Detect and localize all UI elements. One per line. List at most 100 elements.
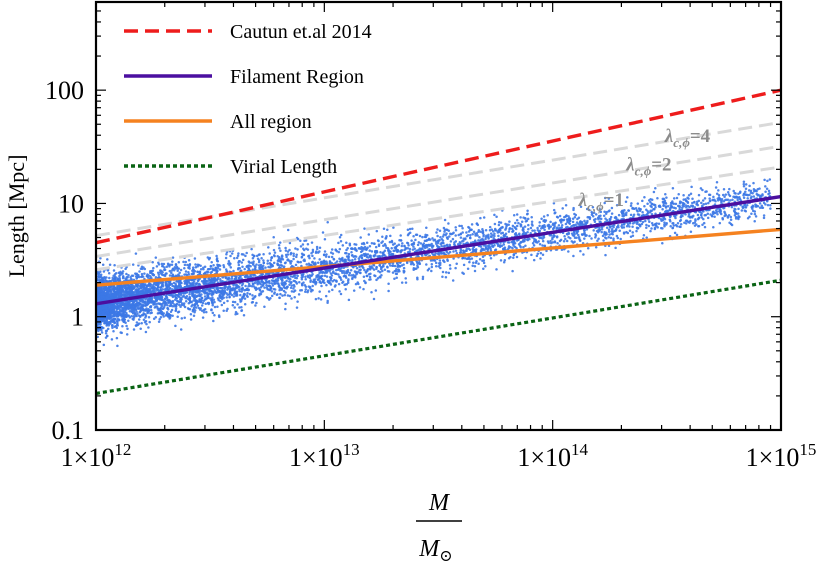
scatter-point (745, 203, 749, 207)
scatter-point (452, 231, 455, 235)
scatter-point (106, 327, 110, 331)
scatter-point (603, 201, 606, 205)
scatter-point (292, 287, 295, 290)
scatter-point (146, 300, 149, 304)
scatter-point (669, 201, 673, 205)
scatter-point (157, 281, 160, 285)
scatter-point (311, 248, 315, 252)
scatter-point (363, 227, 366, 230)
scatter-point (454, 234, 457, 237)
scatter-point (454, 249, 458, 253)
scatter-point (444, 233, 447, 237)
scatter-point (358, 265, 361, 268)
scatter-point (624, 200, 628, 204)
scatter-point (178, 303, 181, 307)
scatter-point (311, 254, 314, 258)
scatter-point (227, 259, 231, 263)
scatter-point (286, 228, 290, 232)
scatter-point (236, 303, 239, 306)
scatter-point (192, 299, 195, 302)
scatter-point (393, 264, 397, 268)
scatter-point (248, 261, 251, 264)
scatter-point (215, 259, 219, 263)
scatter-point (327, 290, 331, 293)
scatter-point (718, 221, 722, 225)
scatter-point (329, 283, 333, 286)
scatter-point (592, 229, 595, 232)
scatter-point (493, 222, 497, 226)
scatter-point (164, 272, 168, 275)
scatter-point (504, 228, 507, 231)
scatter-point (478, 258, 482, 261)
scatter-point (165, 265, 169, 269)
scatter-point (323, 250, 327, 253)
scatter-point (501, 231, 505, 235)
scatter-point (315, 247, 319, 251)
scatter-point (294, 263, 298, 267)
scatter-point (196, 270, 199, 274)
scatter-point (600, 228, 604, 231)
scatter-point (571, 217, 575, 220)
scatter-point (513, 245, 517, 249)
scatter-point (174, 324, 177, 328)
scatter-point (700, 201, 703, 205)
scatter-point (329, 272, 333, 275)
scatter-point (765, 187, 769, 190)
scatter-point (341, 244, 345, 247)
scatter-point (179, 328, 183, 331)
scatter-point (184, 299, 188, 303)
scatter-point (661, 242, 664, 245)
scatter-point (158, 318, 161, 321)
scatter-point (649, 229, 652, 233)
scatter-point (448, 264, 452, 267)
scatter-point (199, 264, 202, 267)
scatter-point (654, 187, 657, 190)
scatter-point (324, 255, 328, 258)
scatter-point (548, 225, 551, 229)
scatter-point (278, 246, 281, 250)
scatter-point (748, 184, 751, 188)
scatter-point (579, 205, 583, 209)
scatter-point (438, 263, 442, 267)
scatter-point (182, 260, 185, 264)
scatter-point (650, 221, 654, 225)
scatter-point (290, 290, 294, 293)
scatter-point (661, 197, 665, 201)
scatter-point (367, 233, 371, 236)
scatter-point (99, 275, 103, 278)
scatter-point (132, 318, 135, 321)
scatter-point (174, 309, 178, 312)
scatter-point (203, 295, 207, 298)
scatter-point (690, 215, 694, 218)
scatter-point (327, 255, 331, 259)
scatter-point (368, 249, 371, 252)
scatter-point (449, 267, 452, 270)
scatter-point (560, 224, 564, 227)
scatter-point (530, 253, 533, 257)
scatter-point (140, 272, 144, 276)
scatter-point (515, 213, 519, 216)
scatter-point (468, 236, 472, 239)
scatter-point (299, 239, 302, 243)
scatter-point (448, 250, 452, 254)
scatter-point (558, 239, 562, 243)
scatter-point (436, 252, 440, 255)
scatter-point (472, 230, 476, 234)
scatter-point (212, 263, 215, 267)
scatter-point (334, 261, 337, 265)
scatter-point (326, 220, 329, 224)
scatter-point (280, 264, 284, 268)
scatter-point (360, 245, 363, 249)
scatter-point (519, 216, 522, 219)
scatter-point (586, 216, 589, 219)
scatter-point (198, 270, 202, 274)
scatter-point (673, 231, 677, 235)
scatter-point (183, 267, 186, 270)
scatter-point (276, 255, 279, 258)
scatter-point (648, 220, 651, 223)
scatter-point (141, 301, 144, 304)
scatter-point (530, 220, 534, 224)
scatter-point (325, 275, 329, 278)
scatter-point (130, 315, 133, 318)
scatter-point (626, 223, 630, 226)
